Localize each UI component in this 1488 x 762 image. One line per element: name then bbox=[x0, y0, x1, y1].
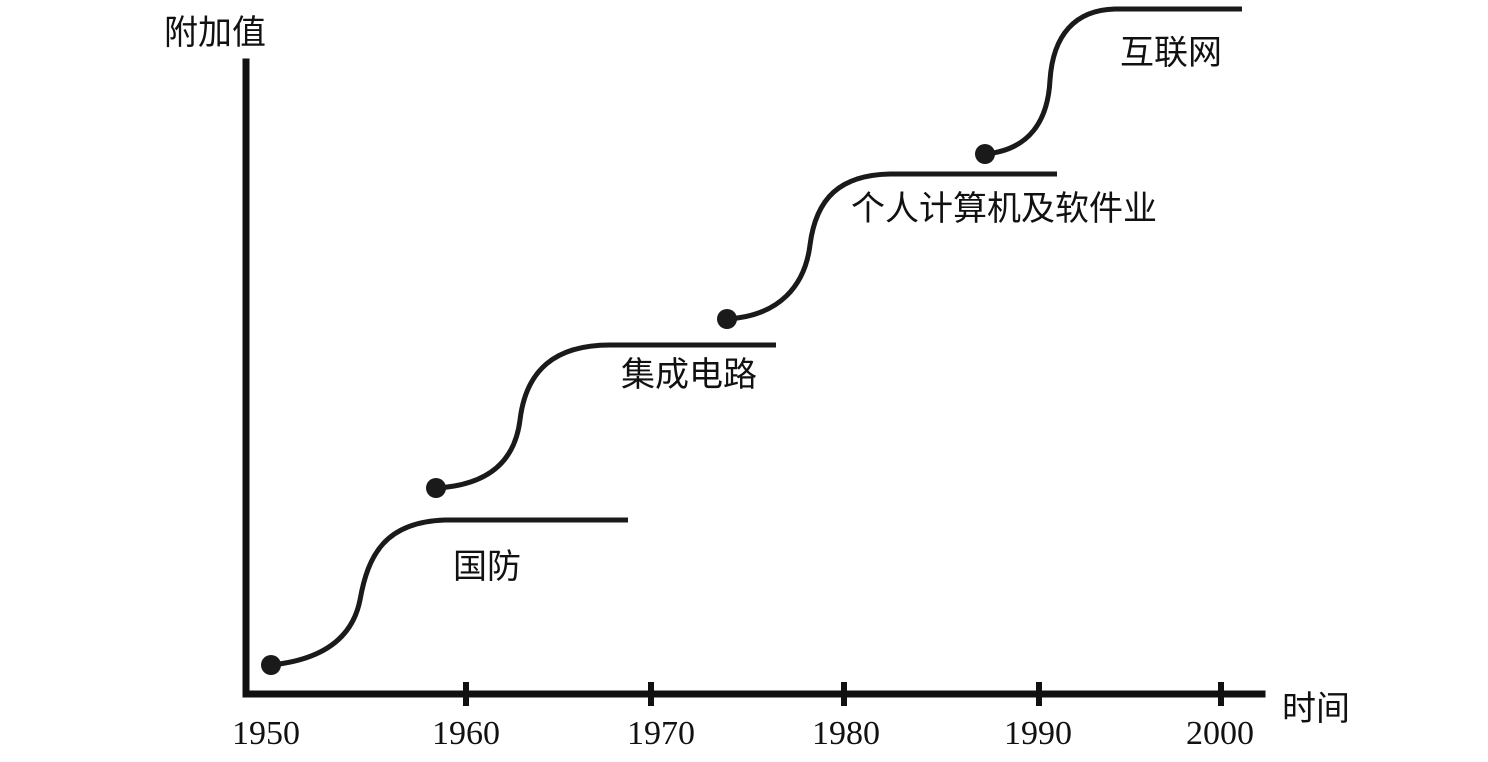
stage-integrated-circuit: 集成电路 bbox=[426, 342, 776, 498]
stage-label: 互联网 bbox=[1120, 33, 1222, 73]
tick-label-1950: 1950 bbox=[232, 715, 300, 752]
y-axis-label: 附加值 bbox=[164, 13, 266, 53]
stage-s-curve bbox=[270, 517, 628, 668]
tick-label-1980: 1980 bbox=[812, 715, 880, 752]
tick-label-1990: 1990 bbox=[1004, 715, 1072, 752]
stage-pc-software: 个人计算机及软件业 bbox=[717, 171, 1157, 329]
stage-internet: 互联网 bbox=[975, 6, 1242, 164]
tick-label-2000: 2000 bbox=[1186, 715, 1254, 752]
stage-label: 集成电路 bbox=[621, 355, 757, 395]
stage-s-curve bbox=[726, 171, 1057, 322]
stage-s-curve bbox=[984, 6, 1242, 157]
stage-s-curve bbox=[435, 342, 776, 491]
tick-label-1960: 1960 bbox=[432, 715, 500, 752]
tick-label-1970: 1970 bbox=[627, 715, 695, 752]
stage-label: 个人计算机及软件业 bbox=[851, 189, 1157, 229]
x-axis-label: 时间 bbox=[1282, 689, 1350, 729]
stage-defense: 国防 bbox=[261, 517, 628, 675]
stage-label: 国防 bbox=[453, 547, 521, 587]
